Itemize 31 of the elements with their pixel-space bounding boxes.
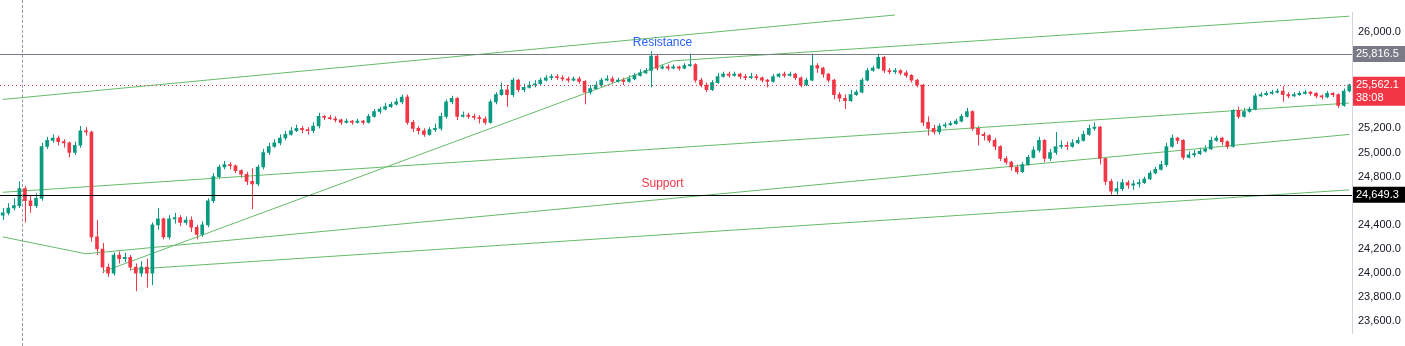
y-tick-label: 24,800.0: [1358, 169, 1401, 182]
candlestick: [145, 258, 149, 289]
y-tick-label: 24,400.0: [1358, 217, 1401, 230]
candlestick: [649, 50, 653, 88]
candlestick: [261, 148, 266, 170]
y-tick-label: 26,000.0: [1358, 24, 1401, 37]
y-tick-label: 25,200.0: [1358, 121, 1401, 134]
candlestick: [976, 125, 980, 146]
y-tick-label: 25,000.0: [1358, 145, 1401, 158]
candlestick: [133, 262, 138, 292]
candlestick: [167, 214, 171, 240]
ref-line-label: 25,816.5: [1356, 47, 1399, 60]
candlestick: [455, 96, 459, 121]
y-tick-label: 24,000.0: [1358, 266, 1401, 279]
y-tick-label: 23,800.0: [1358, 290, 1401, 303]
y-tick-label: 24,200.0: [1358, 242, 1401, 255]
candlestick: [23, 185, 27, 223]
candlestick: [1181, 138, 1185, 161]
candlestick: [250, 167, 254, 210]
text: 38:08: [1356, 90, 1384, 103]
candlestick: [1341, 88, 1346, 108]
ref-line-label: 25,562.1: [1356, 77, 1399, 90]
ref-line-label: 24,649.3: [1356, 187, 1399, 200]
y-tick-label: 23,600.0: [1358, 314, 1401, 327]
annotation: Resistance: [632, 35, 693, 50]
candlestick: [809, 53, 814, 82]
annotation: Support: [641, 176, 685, 191]
candlestick: [95, 219, 99, 256]
candlestick: [156, 207, 160, 231]
candlestick: [926, 115, 930, 137]
candlestick: [444, 98, 448, 120]
